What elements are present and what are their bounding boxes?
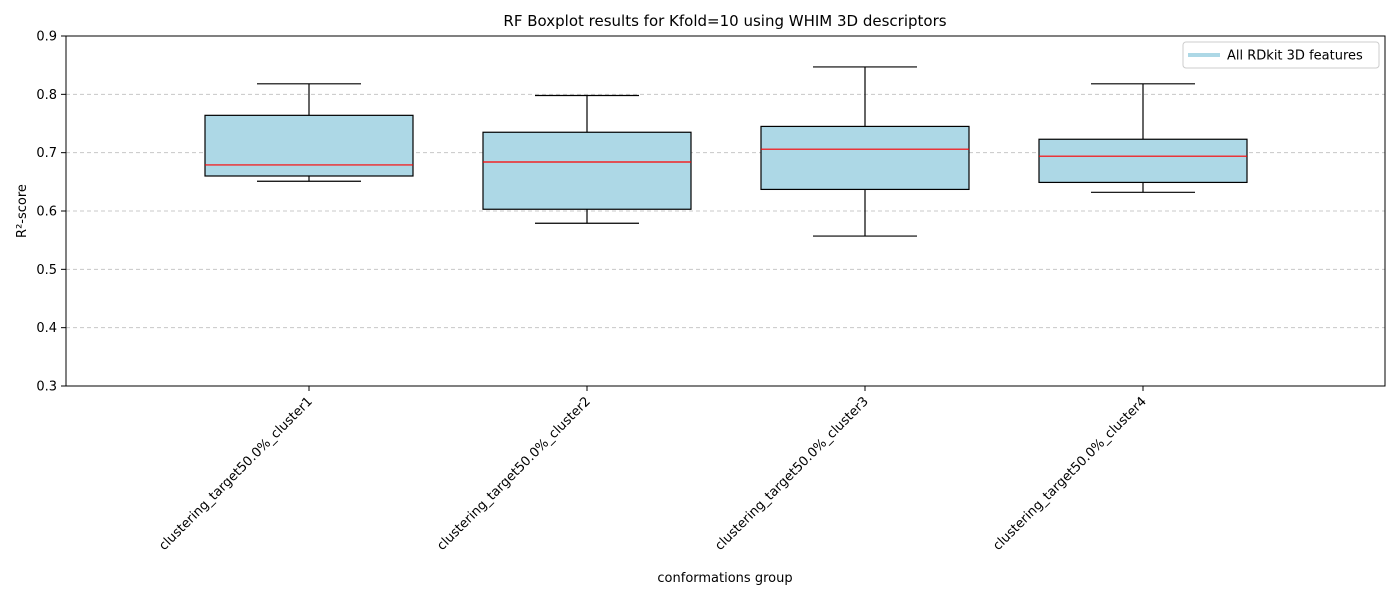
y-tick-label: 0.8: [36, 88, 57, 103]
x-axis-ticks: clustering_target50.0%_cluster1 clusterin…: [156, 386, 1150, 554]
y-tick-label: 0.6: [36, 205, 57, 220]
x-tick-label: clustering_target50.0%_cluster1: [156, 394, 316, 554]
x-tick-label: clustering_target50.0%_cluster3: [712, 394, 872, 554]
box-body: [204, 114, 414, 177]
x-axis-label: conformations group: [657, 571, 792, 586]
y-tick-label: 0.9: [36, 30, 57, 45]
boxes: [204, 66, 1248, 237]
y-tick-label: 0.3: [36, 380, 57, 395]
legend: All RDkit 3D features: [1182, 41, 1380, 69]
box-3: [760, 66, 970, 237]
chart-title: RF Boxplot results for Kfold=10 using WH…: [503, 12, 946, 30]
y-axis-label: R²-score: [15, 184, 30, 238]
box-body: [760, 125, 970, 191]
box-4: [1038, 83, 1248, 193]
y-tick-label: 0.4: [36, 321, 57, 336]
box-body: [482, 131, 692, 210]
box-1: [204, 83, 414, 182]
legend-entry: All RDkit 3D features: [1227, 49, 1363, 64]
legend-frame: [1182, 41, 1380, 69]
x-tick-label: clustering_target50.0%_cluster2: [434, 394, 594, 554]
box-body: [1038, 138, 1248, 184]
box-2: [482, 94, 692, 224]
y-tick-label: 0.5: [36, 263, 57, 278]
y-tick-label: 0.7: [36, 146, 57, 161]
x-tick-label: clustering_target50.0%_cluster4: [990, 394, 1150, 554]
y-axis-ticks: 0.3 0.4 0.5 0.6 0.7 0.8 0.9: [36, 30, 66, 395]
